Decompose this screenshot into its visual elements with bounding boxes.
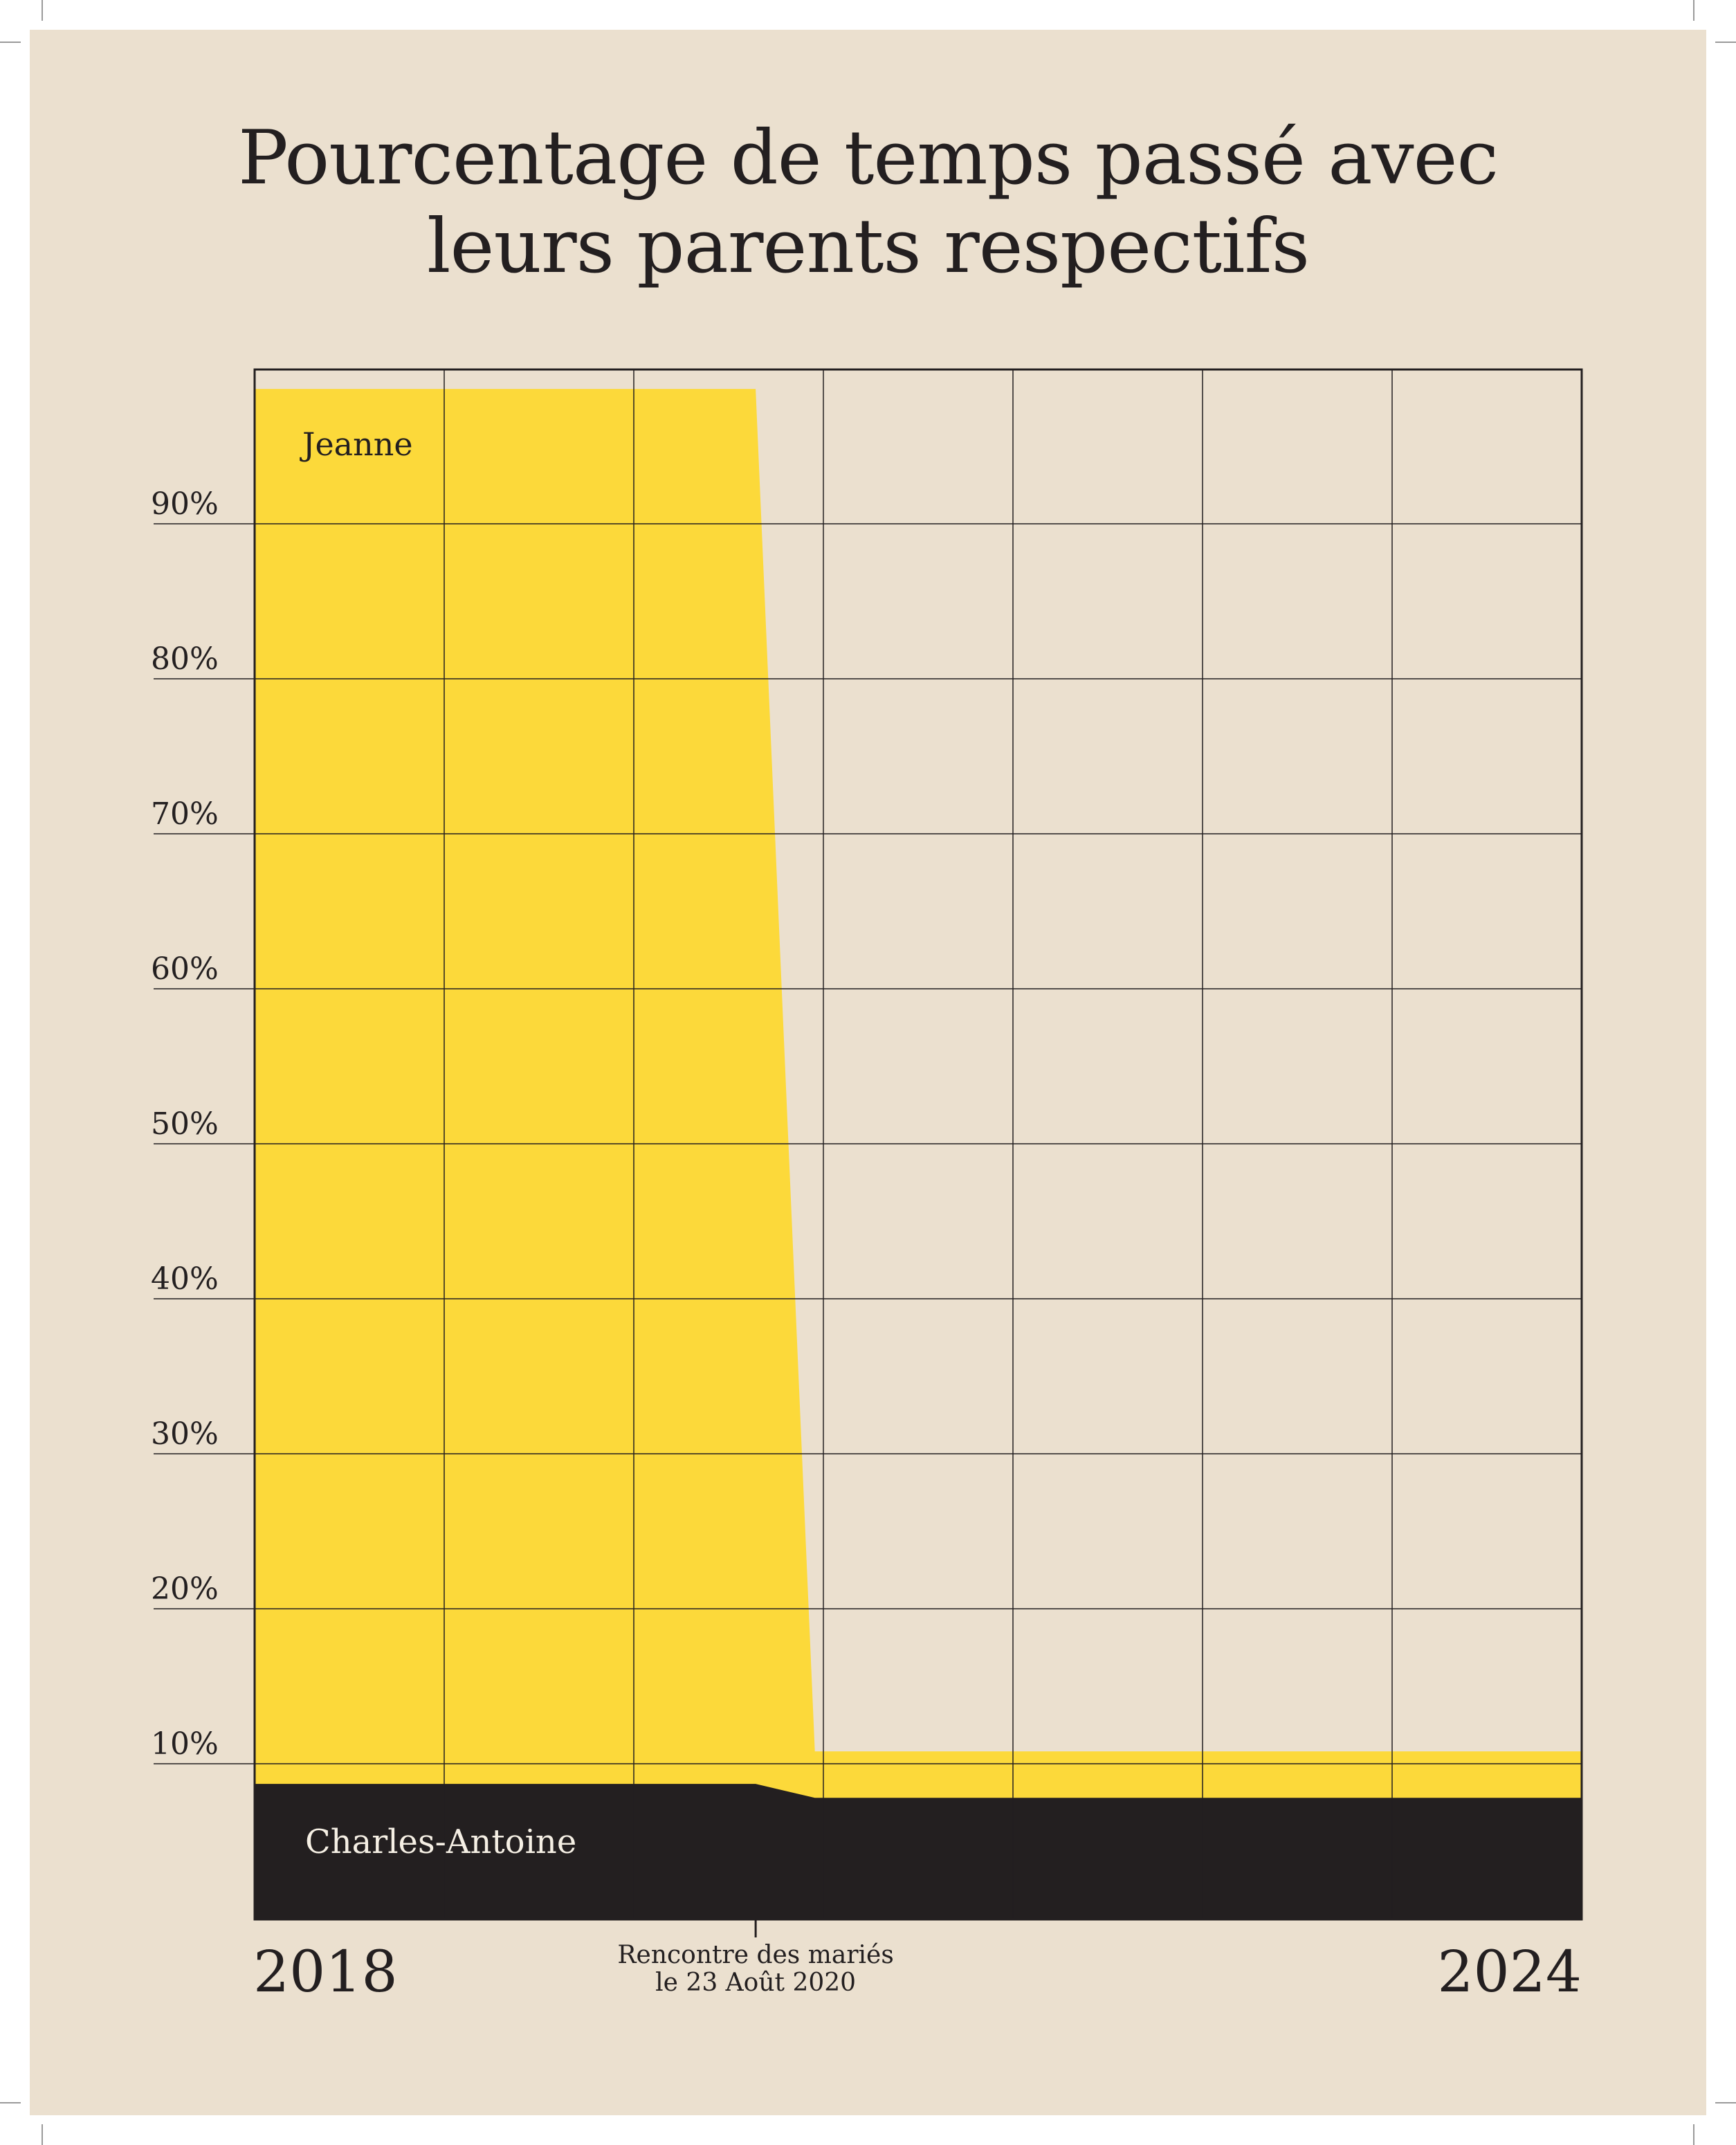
y-tick-label: 90% bbox=[151, 486, 219, 522]
y-tick-label: 70% bbox=[151, 796, 219, 832]
y-tick-label: 10% bbox=[151, 1726, 219, 1762]
crop-mark bbox=[0, 2102, 21, 2103]
y-tick-label: 60% bbox=[151, 951, 219, 987]
chart-title-line-1: Pourcentage de temps passé avec bbox=[237, 115, 1499, 201]
y-axis: 10% 20% 30% 40% 50% 60% 70% 80% 90% bbox=[151, 486, 219, 1762]
crop-mark bbox=[1693, 2124, 1694, 2145]
x-tick-label-start: 2018 bbox=[253, 1939, 398, 2005]
series-label-charles-antoine: Charles-Antoine bbox=[305, 1823, 576, 1861]
chart-title-line-2: leurs parents respectifs bbox=[426, 203, 1310, 290]
crop-mark bbox=[42, 2124, 43, 2145]
crop-mark bbox=[0, 42, 21, 43]
area-charles-antoine bbox=[255, 1784, 1582, 1919]
chart-areas bbox=[255, 389, 1582, 1919]
chart-title: Pourcentage de temps passé avec leurs pa… bbox=[0, 114, 1736, 291]
x-tick-label-end: 2024 bbox=[1437, 1939, 1582, 2005]
y-tick-label: 40% bbox=[151, 1261, 219, 1297]
series-labels: Jeanne Charles-Antoine bbox=[300, 426, 576, 1861]
crop-mark bbox=[1693, 0, 1694, 21]
y-tick-label: 30% bbox=[151, 1416, 219, 1452]
y-tick-label: 50% bbox=[151, 1106, 219, 1142]
y-tick-label: 20% bbox=[151, 1571, 219, 1607]
series-label-jeanne: Jeanne bbox=[300, 426, 413, 463]
plot-frame bbox=[253, 368, 1583, 1921]
crop-mark bbox=[1715, 42, 1736, 43]
annotation-label-line: Rencontre des mariés bbox=[617, 1941, 893, 1969]
area-jeanne bbox=[255, 389, 1582, 1919]
annotation-label-line: le 23 Août 2020 bbox=[655, 1969, 856, 1997]
crop-mark bbox=[42, 0, 43, 21]
chart-grid bbox=[154, 369, 1582, 1919]
crop-mark bbox=[1715, 2102, 1736, 2103]
y-tick-label: 80% bbox=[151, 641, 219, 677]
